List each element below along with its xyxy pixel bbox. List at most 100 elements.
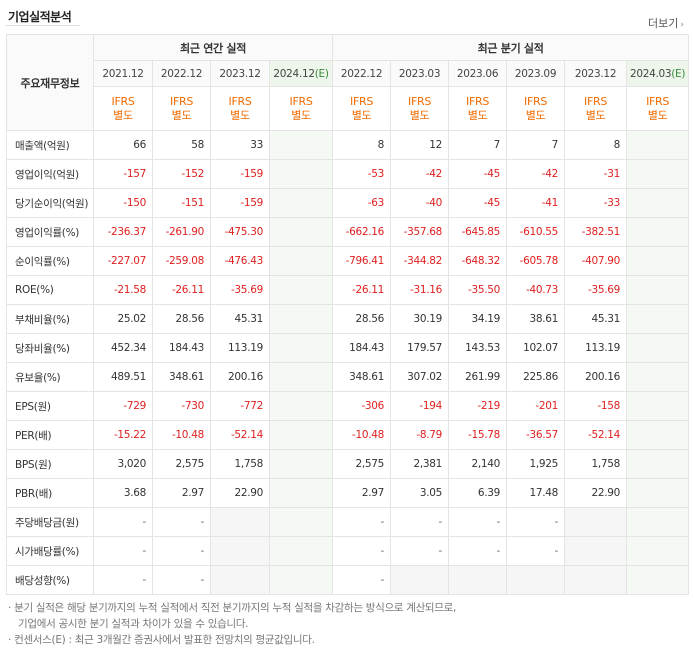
ifrs-label: IFRS (111, 94, 135, 108)
value-cell: - (152, 507, 211, 537)
value-cell (268, 130, 334, 160)
value-cell: 1,925 (506, 449, 566, 479)
value-cell: 12 (390, 130, 450, 160)
value-cell (390, 565, 450, 595)
value-cell: -219 (448, 391, 508, 421)
value-cell (626, 246, 690, 276)
value-cell: 38.61 (506, 304, 566, 334)
value-cell: 261.99 (448, 362, 508, 392)
value-cell (626, 188, 690, 218)
table-row: 영업이익률(%) -236.37 -261.90 -475.30 -662.16 -357… (6, 217, 690, 247)
value-cell: -730 (152, 391, 211, 421)
value-cell: 2,575 (332, 449, 392, 479)
value-cell: -796.41 (332, 246, 392, 276)
value-cell: 34.19 (448, 304, 508, 334)
footnote-2: · 컨센서스(E) : 최근 3개월간 증권사에서 발표한 전망치의 평균값입니… (8, 634, 315, 646)
chevron-right-icon: › (680, 20, 684, 30)
period-label: 2023.06 (456, 67, 499, 80)
value-cell: - (506, 536, 566, 566)
value-cell: -10.48 (152, 420, 211, 450)
footnotes: · 분기 실적은 해당 분기까지의 누적 실적에서 직전 분기까지의 누적 실적… (8, 600, 456, 648)
value-cell: 184.43 (332, 333, 392, 363)
title-divider (6, 25, 80, 26)
value-cell: -150 (93, 188, 153, 218)
value-cell (564, 507, 628, 537)
value-cell: 3.68 (93, 478, 153, 508)
value-cell: 200.16 (210, 362, 270, 392)
value-cell: -201 (506, 391, 566, 421)
value-cell: 8 (332, 130, 392, 160)
value-cell: -662.16 (332, 217, 392, 247)
table-row: 당좌비율(%) 452.34 184.43 113.19 184.43 179.57 143… (6, 333, 690, 363)
table-row: PER(배) -15.22 -10.48 -52.14 -10.48 -8.79 -15.7… (6, 420, 690, 450)
value-cell: - (93, 536, 153, 566)
value-cell (268, 188, 334, 218)
period-label: 2023.12 (219, 67, 261, 80)
value-cell: -35.50 (448, 275, 508, 305)
value-cell (268, 420, 334, 450)
value-cell: -610.55 (506, 217, 566, 247)
value-cell: 17.48 (506, 478, 566, 508)
value-cell (268, 391, 334, 421)
value-cell: 7 (506, 130, 566, 160)
table-row: 시가배당률(%) - - - - - - (6, 536, 690, 566)
ifrs-type-label: 별도 (647, 108, 668, 122)
value-cell: -52.14 (564, 420, 628, 450)
value-cell (564, 565, 628, 595)
value-cell (448, 565, 508, 595)
value-cell: -8.79 (390, 420, 450, 450)
value-cell: 184.43 (152, 333, 211, 363)
ifrs-type-label: 별도 (291, 108, 311, 122)
value-cell: -648.32 (448, 246, 508, 276)
value-cell (268, 304, 334, 334)
ifrs-type-label: 별도 (171, 108, 192, 122)
annual-period-header: 2024.12(E) (268, 60, 334, 87)
value-cell: 179.57 (390, 333, 450, 363)
ifrs-label: IFRS (350, 94, 374, 108)
value-cell: 6.39 (448, 478, 508, 508)
value-cell (268, 159, 334, 189)
value-cell: -45 (448, 188, 508, 218)
value-cell (268, 217, 334, 247)
value-cell: -159 (210, 188, 270, 218)
value-cell: - (390, 507, 450, 537)
value-cell (626, 565, 690, 595)
table-row: 유보율(%) 489.51 348.61 200.16 348.61 307.02 261.… (6, 362, 690, 392)
value-cell: - (448, 507, 508, 537)
ifrs-basis-header: IFRS 별도 (564, 86, 628, 131)
value-cell: 2.97 (332, 478, 392, 508)
value-cell: - (152, 536, 211, 566)
value-cell: -772 (210, 391, 270, 421)
value-cell (626, 420, 690, 450)
value-cell: -42 (390, 159, 450, 189)
quarter-period-header: 2022.12 (332, 60, 392, 87)
ifrs-label: IFRS (646, 94, 670, 108)
value-cell: 28.56 (152, 304, 211, 334)
annual-period-header: 2022.12 (152, 60, 211, 87)
value-cell: -45 (448, 159, 508, 189)
value-cell: -261.90 (152, 217, 211, 247)
row-label: EPS(원) (6, 391, 94, 421)
performance-table: 주요재무정보 최근 연간 실적 최근 분기 실적 2021.12 2022.12 2… (6, 34, 690, 595)
ifrs-label: IFRS (170, 94, 193, 108)
more-link[interactable]: 더보기 › (648, 15, 684, 31)
value-cell (626, 362, 690, 392)
value-cell: -40.73 (506, 275, 566, 305)
value-cell: 2,140 (448, 449, 508, 479)
value-cell: 1,758 (564, 449, 628, 479)
value-cell: -357.68 (390, 217, 450, 247)
ifrs-label: IFRS (584, 94, 608, 108)
value-cell: - (93, 507, 153, 537)
table-row: PBR(배) 3.68 2.97 22.90 2.97 3.05 6.39 17.48 22.9… (6, 478, 690, 508)
value-cell (626, 275, 690, 305)
table-row: BPS(원) 3,020 2,575 1,758 2,575 2,381 2,140 1,92… (6, 449, 690, 479)
ifrs-basis-header: IFRS 별도 (448, 86, 508, 131)
value-cell: -63 (332, 188, 392, 218)
value-cell: -41 (506, 188, 566, 218)
value-cell (626, 391, 690, 421)
row-label: 유보율(%) (6, 362, 94, 392)
estimate-mark: (E) (671, 67, 686, 80)
row-label: 당좌비율(%) (6, 333, 94, 363)
table-row: EPS(원) -729 -730 -772 -306 -194 -219 -201 -158 (6, 391, 690, 421)
value-cell: 2.97 (152, 478, 211, 508)
